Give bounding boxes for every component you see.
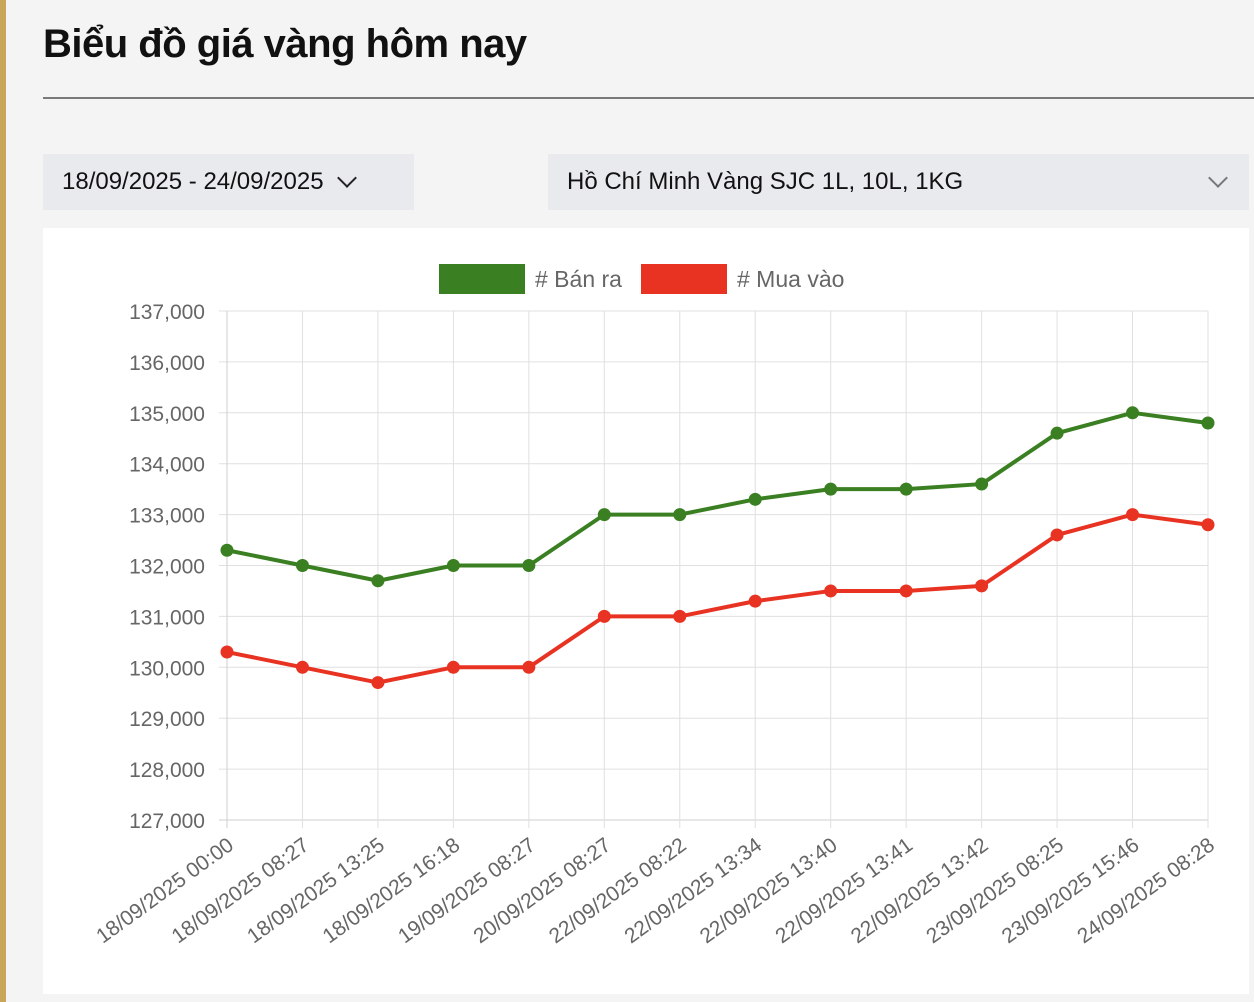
data-point[interactable] [597, 508, 611, 522]
x-tick-label: 23/09/2025 08:25 [922, 833, 1068, 948]
legend-label-buy[interactable]: # Mua vào [737, 266, 844, 292]
y-tick-label: 127,000 [129, 810, 205, 833]
data-point[interactable] [1050, 528, 1064, 542]
y-tick-label: 129,000 [129, 708, 205, 731]
data-point[interactable] [673, 508, 687, 522]
x-tick-label: 18/09/2025 16:18 [319, 833, 465, 948]
x-tick-label: 23/09/2025 15:46 [998, 833, 1144, 948]
title-divider [43, 97, 1254, 99]
product-select[interactable]: Hồ Chí Minh Vàng SJC 1L, 10L, 1KG [548, 154, 1249, 210]
x-tick-label: 22/09/2025 08:22 [545, 833, 691, 948]
data-point[interactable] [1126, 406, 1140, 420]
data-point[interactable] [899, 584, 913, 598]
data-point[interactable] [522, 559, 536, 572]
x-tick-label: 20/09/2025 08:27 [469, 833, 615, 948]
page-title: Biểu đồ giá vàng hôm nay [43, 22, 527, 66]
x-tick-label: 18/09/2025 08:27 [168, 833, 314, 948]
accent-bar [0, 0, 6, 1002]
y-tick-label: 137,000 [129, 301, 205, 324]
data-point[interactable] [220, 645, 234, 659]
x-tick-label: 22/09/2025 13:40 [696, 833, 842, 948]
data-point[interactable] [975, 477, 989, 491]
data-point[interactable] [522, 660, 536, 674]
date-range-select[interactable]: 18/09/2025 - 24/09/2025 [43, 154, 414, 210]
x-tick-label: 19/09/2025 08:27 [394, 833, 540, 948]
chevron-down-icon [1208, 168, 1228, 188]
data-point[interactable] [295, 660, 309, 674]
data-point[interactable] [1201, 416, 1215, 430]
date-range-value: 18/09/2025 - 24/09/2025 [62, 168, 324, 195]
data-point[interactable] [975, 579, 989, 593]
data-point[interactable] [1050, 426, 1064, 440]
y-tick-label: 136,000 [129, 352, 205, 375]
legend-label-sell[interactable]: # Bán ra [535, 266, 622, 292]
data-point[interactable] [446, 660, 460, 674]
x-tick-label: 24/09/2025 08:28 [1073, 833, 1219, 948]
data-point[interactable] [673, 609, 687, 623]
product-value: Hồ Chí Minh Vàng SJC 1L, 10L, 1KG [567, 168, 964, 195]
data-point[interactable] [220, 543, 234, 557]
data-point[interactable] [824, 482, 838, 496]
y-tick-label: 131,000 [129, 606, 205, 629]
sell-price-line [226, 410, 1209, 583]
y-tick-label: 134,000 [129, 454, 205, 477]
y-tick-label: 128,000 [129, 759, 205, 782]
x-tick-label: 18/09/2025 13:25 [243, 833, 389, 948]
x-tick-label: 22/09/2025 13:42 [847, 833, 993, 948]
x-tick-label: 22/09/2025 13:41 [771, 833, 917, 948]
price-line-chart: 137,000 136,000 135,000 134,000 133,000 132,0… [92, 264, 1219, 948]
y-tick-label: 130,000 [129, 657, 205, 680]
legend-swatch-buy[interactable] [641, 264, 727, 294]
legend-swatch-sell[interactable] [439, 264, 525, 294]
chevron-down-icon [336, 168, 357, 188]
x-tick-label: 22/09/2025 13:34 [620, 833, 766, 948]
buy-price-line [226, 512, 1209, 685]
data-point[interactable] [1201, 518, 1215, 532]
y-tick-label: 135,000 [129, 403, 205, 426]
data-point[interactable] [597, 609, 611, 623]
data-point[interactable] [824, 584, 838, 598]
y-tick-label: 133,000 [129, 505, 205, 528]
x-tick-label: 18/09/2025 00:00 [92, 833, 238, 948]
data-point[interactable] [446, 559, 460, 572]
data-point[interactable] [371, 574, 385, 588]
data-point[interactable] [748, 594, 762, 608]
data-point[interactable] [295, 559, 309, 572]
data-point[interactable] [748, 492, 762, 506]
chart-card: 137,000 136,000 135,000 134,000 133,000 132,0… [43, 228, 1249, 994]
data-point[interactable] [371, 676, 385, 690]
data-point[interactable] [1126, 508, 1140, 522]
y-tick-label: 132,000 [129, 556, 205, 579]
data-point[interactable] [899, 482, 913, 496]
